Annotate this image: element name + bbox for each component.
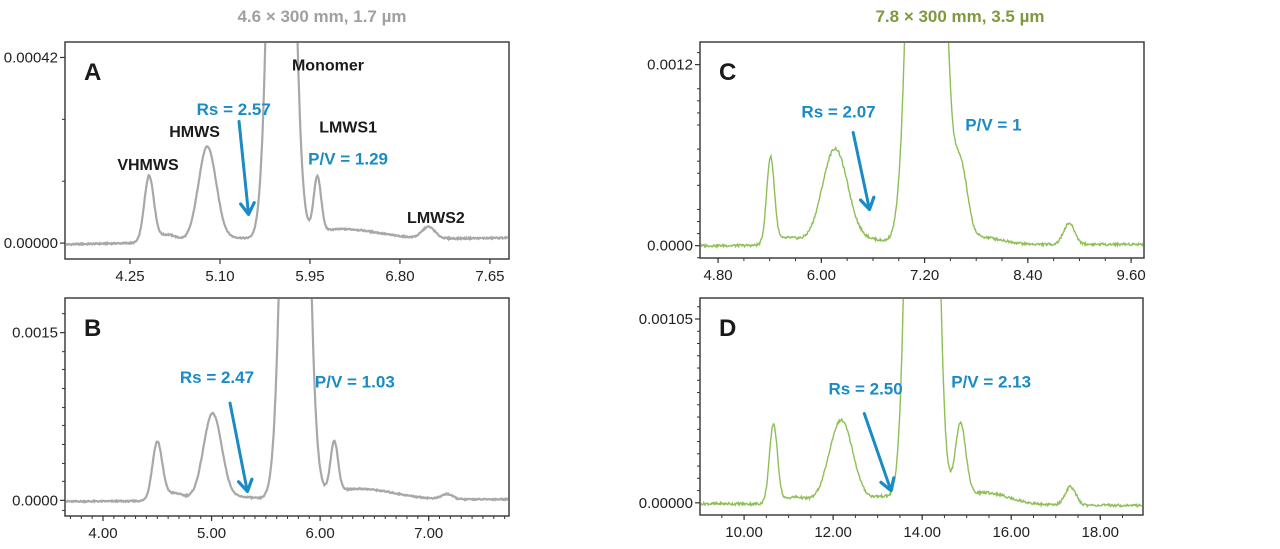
panel-letter: B — [84, 315, 101, 342]
peak-label: Monomer — [292, 58, 364, 75]
plot-frame — [64, 297, 510, 517]
peak-to-valley-annotation: P/V = 1.29 — [308, 149, 388, 168]
resolution-annotation: Rs = 2.50 — [829, 379, 903, 398]
x-tick-label: 16.00 — [992, 524, 1030, 541]
resolution-annotation: Rs = 2.57 — [197, 100, 271, 119]
y-tick-label: 0.0000 — [647, 238, 693, 255]
panel-letter: C — [719, 59, 736, 86]
x-tick-label: 5.10 — [205, 268, 234, 285]
y-tick-label: 0.00042 — [4, 49, 58, 66]
x-tick-label: 8.40 — [1013, 267, 1042, 284]
x-tick-label: 9.60 — [1116, 267, 1145, 284]
x-tick-label: 5.95 — [295, 268, 324, 285]
x-tick-label: 5.00 — [197, 525, 226, 542]
y-tick-label: 0.0000 — [12, 492, 58, 509]
x-tick-label: 14.00 — [903, 524, 941, 541]
y-tick-label: 0.00105 — [639, 311, 693, 328]
x-tick-label: 18.00 — [1081, 524, 1119, 541]
column-title-right: 7.8 × 300 mm, 3.5 µm — [875, 7, 1044, 26]
panel-letter: A — [84, 59, 101, 86]
peak-label: LMWS1 — [319, 120, 377, 137]
peak-label: LMWS2 — [407, 210, 465, 227]
y-tick-label: 0.0015 — [12, 325, 58, 342]
x-tick-label: 6.00 — [306, 525, 335, 542]
x-tick-label: 7.00 — [414, 525, 443, 542]
trace-d — [701, 299, 1142, 509]
peak-to-valley-annotation: P/V = 1.03 — [315, 372, 395, 391]
panel-d: 0.00000 0.00105 10.00 12.00 14.00 16.00 18.00 D… — [639, 297, 1144, 541]
y-tick-label: 0.00000 — [4, 235, 58, 252]
panel-b: 0.0000 0.0015 4.00 5.00 6.00 7.00 B Rs = 2.47 P/… — [12, 297, 510, 542]
peak-label: HMWS — [169, 124, 220, 141]
x-tick-label: 4.80 — [703, 267, 732, 284]
plot-frame — [699, 41, 1145, 259]
x-tick-label: 4.25 — [115, 268, 144, 285]
column-title-left: 4.6 × 300 mm, 1.7 µm — [237, 7, 406, 26]
panel-letter: D — [719, 315, 736, 342]
trace-c — [701, 43, 1143, 250]
plot-frame — [64, 41, 510, 260]
resolution-annotation: Rs = 2.07 — [801, 102, 875, 121]
x-tick-label: 7.65 — [475, 268, 504, 285]
peak-to-valley-annotation: P/V = 2.13 — [951, 372, 1031, 391]
x-tick-label: 7.20 — [910, 267, 939, 284]
panel-c: 0.0000 0.0012 4.80 6.00 7.20 8.40 9.60 C Rs = 2.… — [647, 41, 1146, 284]
arrow-icon — [237, 120, 256, 216]
trace-a — [66, 43, 508, 247]
panel-a: 0.00000 0.00042 4.25 5.10 5.95 6.80 7.65 A VHMWS… — [4, 41, 510, 285]
x-tick-label: 4.00 — [88, 525, 117, 542]
y-tick-label: 0.0012 — [647, 57, 693, 74]
plot-frame — [699, 297, 1144, 516]
y-tick-label: 0.00000 — [639, 495, 693, 512]
x-tick-label: 6.80 — [385, 268, 414, 285]
x-tick-label: 10.00 — [725, 524, 763, 541]
arrow-icon — [862, 412, 896, 493]
resolution-annotation: Rs = 2.47 — [180, 368, 254, 387]
trace-b — [66, 299, 508, 504]
x-tick-label: 12.00 — [814, 524, 852, 541]
peak-label: VHMWS — [117, 157, 179, 174]
arrow-icon — [851, 131, 876, 212]
arrow-icon — [228, 401, 254, 494]
x-tick-label: 6.00 — [807, 267, 836, 284]
peak-to-valley-annotation: P/V = 1 — [965, 115, 1021, 134]
